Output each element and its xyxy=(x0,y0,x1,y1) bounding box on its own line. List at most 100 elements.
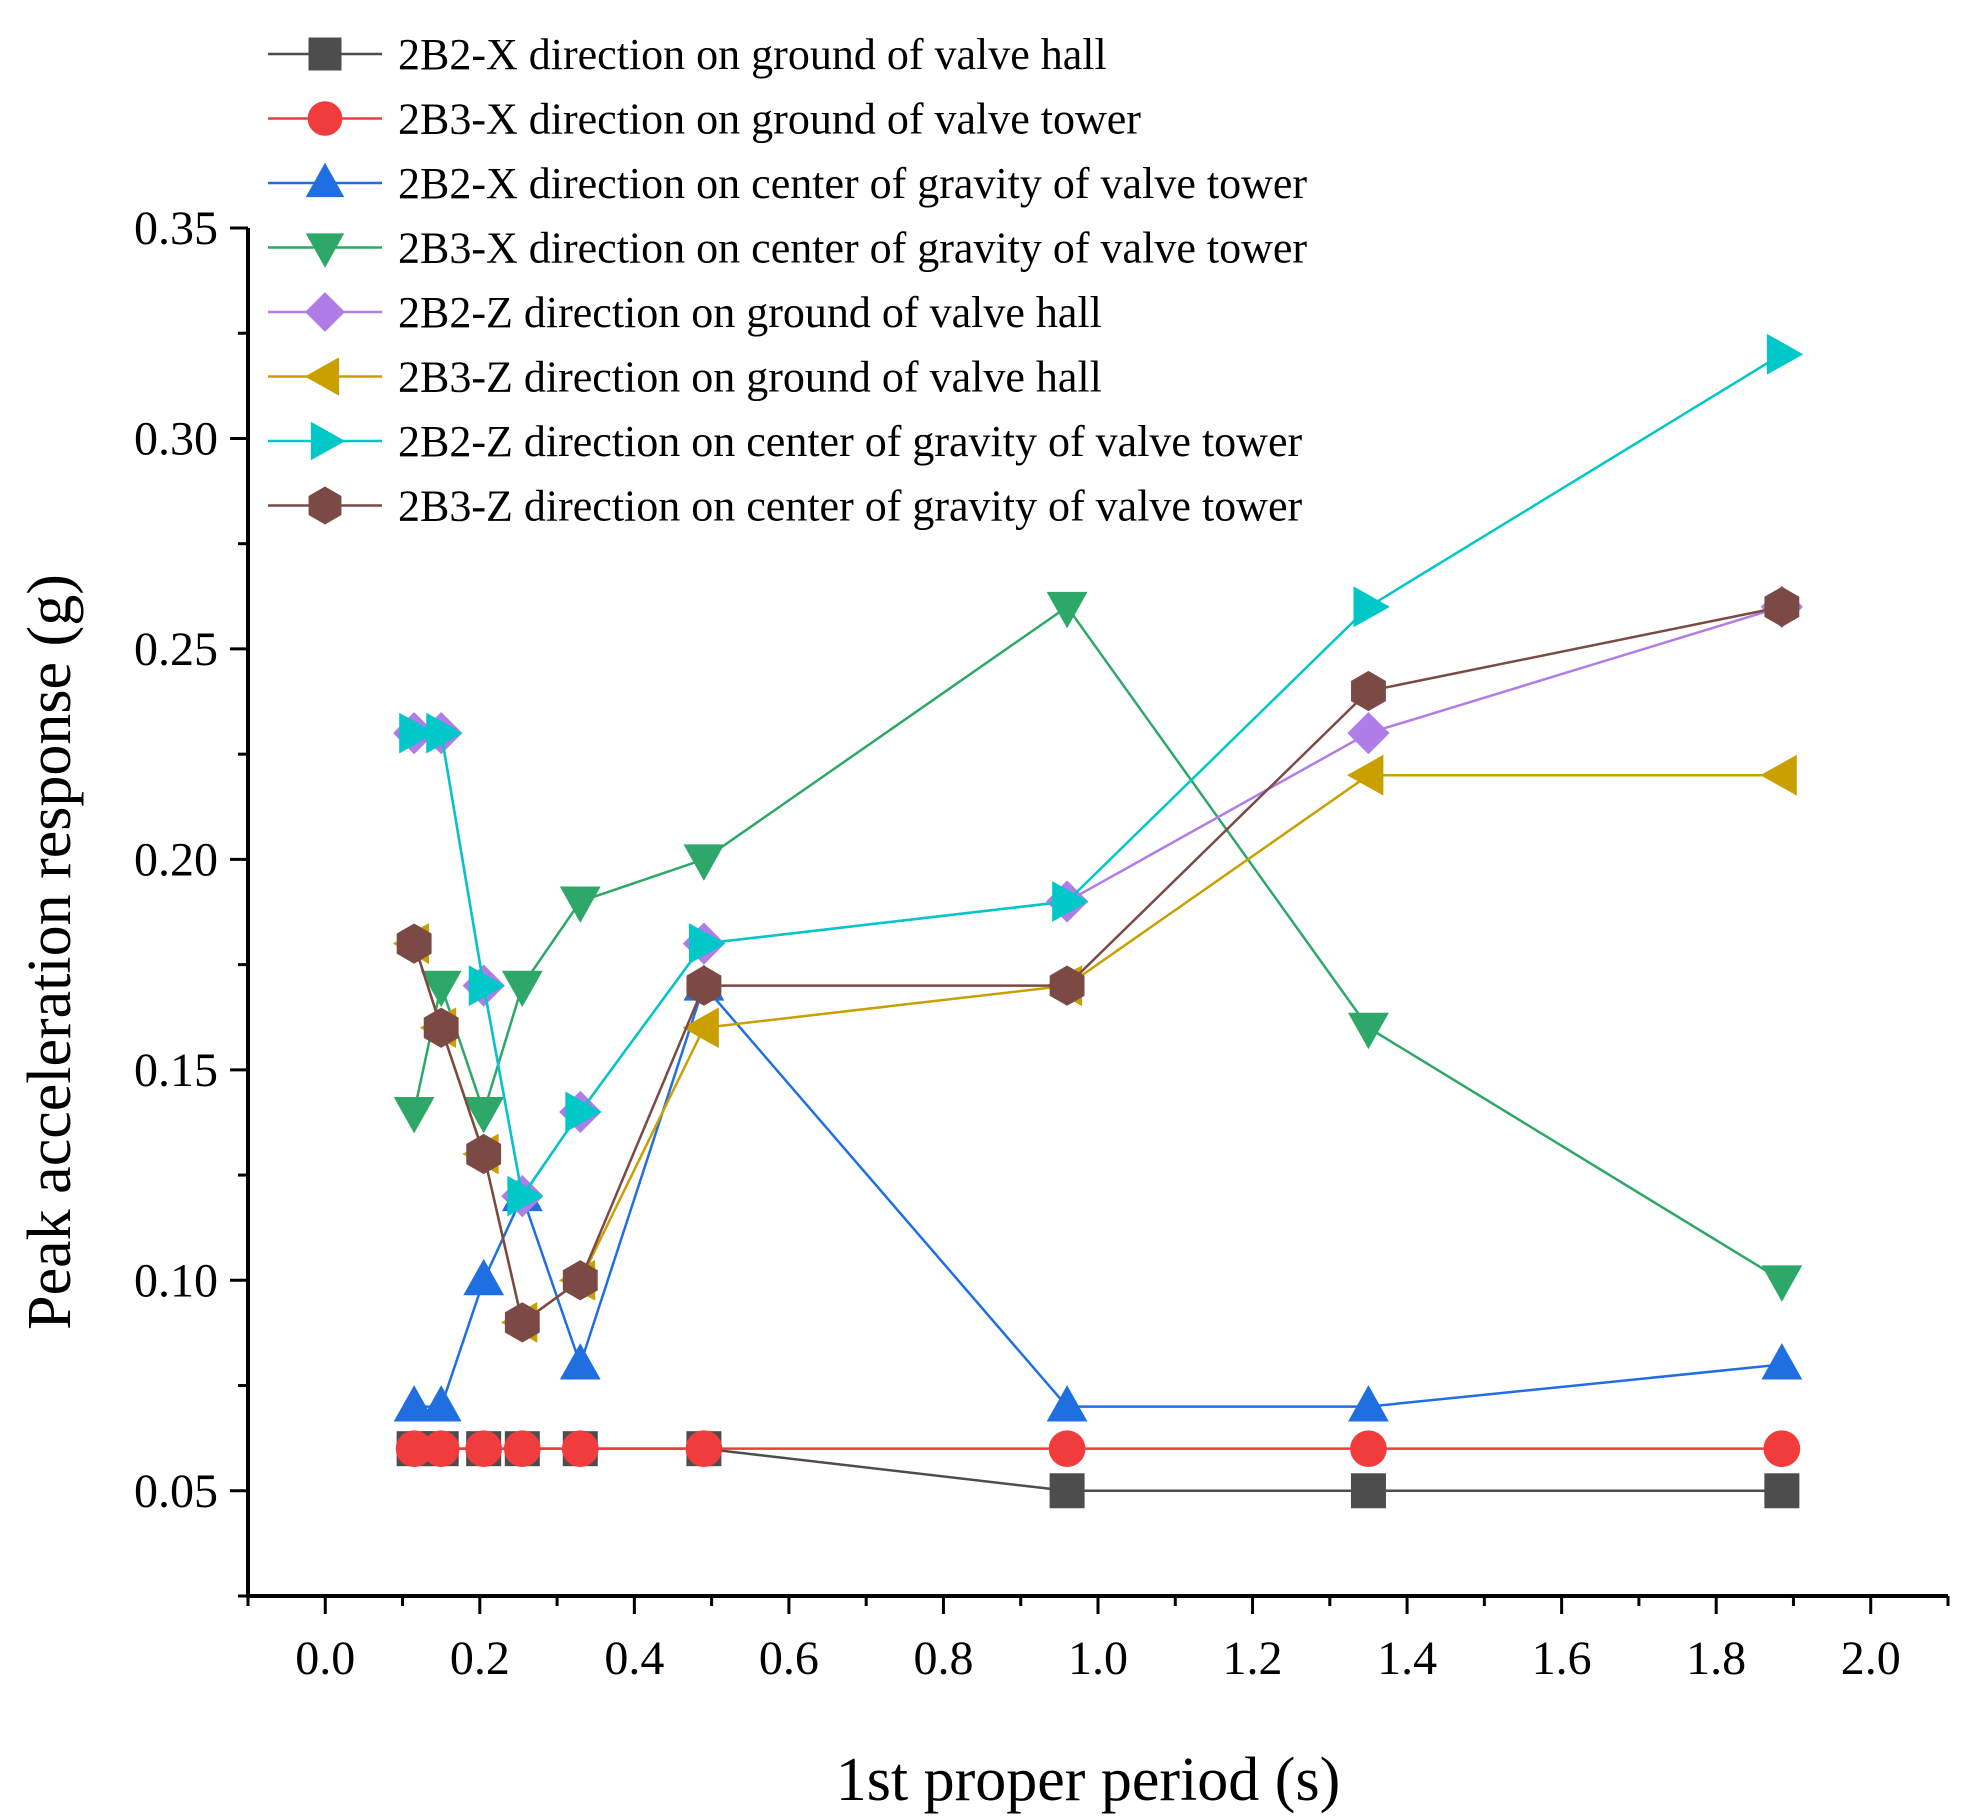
legend-marker xyxy=(307,101,343,136)
data-point xyxy=(561,1430,599,1468)
y-tick-label: 0.15 xyxy=(134,1044,218,1097)
legend-marker xyxy=(305,162,345,198)
data-point xyxy=(420,970,462,1008)
data-point xyxy=(1049,1473,1085,1509)
legend-label: 2B3-X direction on ground of valve tower xyxy=(398,95,1141,144)
x-tick-label: 1.0 xyxy=(1068,1632,1128,1685)
data-point xyxy=(393,1096,435,1134)
data-point xyxy=(1048,1430,1086,1468)
x-tick-label: 0.4 xyxy=(604,1632,664,1685)
data-point xyxy=(1766,333,1804,375)
data-point xyxy=(1763,1430,1801,1468)
x-tick-label: 0.0 xyxy=(295,1632,355,1685)
series-7 xyxy=(399,333,1804,1217)
data-point xyxy=(503,1430,541,1468)
legend-item: 2B2-Z direction on center of gravity of … xyxy=(268,417,1302,466)
legend-item: 2B2-Z direction on ground of valve hall xyxy=(268,288,1102,337)
data-point xyxy=(463,1096,505,1134)
y-tick-label: 0.30 xyxy=(134,412,218,465)
series-8 xyxy=(396,586,1800,1343)
data-point xyxy=(1348,1385,1389,1422)
series-line xyxy=(414,1447,1782,1493)
legend: 2B2-X direction on ground of valve hall 2… xyxy=(268,30,1307,531)
data-point xyxy=(685,1430,723,1468)
x-axis-ticks: 0.0 0.2 0.4 0.6 0.8 1.0 1.2 1.4 1.6 1.8 2.0 xyxy=(246,1596,1950,1685)
data-point xyxy=(1764,586,1800,627)
data-point xyxy=(1760,754,1797,796)
legend-item: 2B2-X direction on ground of valve hall xyxy=(268,30,1107,79)
data-point xyxy=(463,1258,505,1296)
x-tick-label: 2.0 xyxy=(1841,1632,1901,1685)
x-tick-label: 0.2 xyxy=(450,1632,510,1685)
data-point xyxy=(683,844,725,881)
series-line xyxy=(412,773,1782,1325)
data-point xyxy=(501,970,543,1008)
series-4 xyxy=(393,591,1803,1302)
data-point xyxy=(565,1091,602,1133)
x-tick-label: 0.6 xyxy=(759,1632,819,1685)
data-point xyxy=(465,1430,503,1468)
legend-label: 2B2-X direction on ground of valve hall xyxy=(398,30,1107,79)
legend-label: 2B2-Z direction on center of gravity of … xyxy=(398,417,1302,466)
series-line xyxy=(414,605,1783,1200)
legend-item: 2B3-X direction on ground of valve tower xyxy=(268,95,1141,144)
legend-item: 2B3-Z direction on center of gravity of … xyxy=(268,482,1302,531)
y-tick-label: 0.20 xyxy=(134,833,218,886)
data-point xyxy=(504,1302,540,1343)
series-line xyxy=(414,983,1782,1408)
legend-label: 2B2-X direction on center of gravity of … xyxy=(398,159,1307,208)
x-tick-label: 1.4 xyxy=(1377,1632,1437,1685)
legend-marker xyxy=(305,233,345,268)
legend-marker xyxy=(310,421,346,461)
y-tick-label: 0.35 xyxy=(134,202,218,255)
legend-label: 2B2-Z direction on ground of valve hall xyxy=(398,288,1102,337)
data-point xyxy=(686,965,722,1006)
data-point xyxy=(682,1007,719,1049)
y-tick-label: 0.25 xyxy=(134,623,218,676)
data-point xyxy=(426,712,463,754)
data-point xyxy=(399,712,436,754)
data-point xyxy=(559,886,601,923)
data-point xyxy=(1350,1473,1386,1509)
data-point xyxy=(1348,1012,1389,1050)
data-point xyxy=(422,1430,460,1468)
legend-label: 2B3-Z direction on ground of valve hall xyxy=(398,353,1102,402)
data-point xyxy=(1347,754,1384,796)
data-point xyxy=(393,1385,435,1422)
series-layer xyxy=(392,333,1804,1509)
data-point xyxy=(1052,881,1089,922)
data-point xyxy=(396,923,432,964)
series-1 xyxy=(396,1431,1800,1509)
x-tick-label: 1.2 xyxy=(1223,1632,1283,1685)
legend-marker xyxy=(308,37,342,71)
x-tick-label: 1.6 xyxy=(1532,1632,1592,1685)
data-point xyxy=(1764,1473,1800,1509)
series-line xyxy=(412,605,1783,1282)
data-point xyxy=(468,965,506,1007)
y-tick-label: 0.10 xyxy=(134,1254,218,1307)
legend-marker xyxy=(305,292,345,332)
series-5 xyxy=(393,585,1803,1218)
x-axis-title: 1st proper period (s) xyxy=(836,1746,1340,1814)
legend-label: 2B3-X direction on center of gravity of … xyxy=(398,224,1307,273)
data-point xyxy=(688,923,726,964)
data-point xyxy=(1761,1343,1803,1380)
legend-label: 2B3-Z direction on center of gravity of … xyxy=(398,482,1302,531)
x-tick-label: 1.8 xyxy=(1686,1632,1746,1685)
series-2 xyxy=(395,1430,1801,1468)
data-point xyxy=(562,1260,598,1301)
data-point xyxy=(1351,670,1386,712)
data-point xyxy=(507,1175,544,1217)
x-tick-label: 0.8 xyxy=(913,1632,973,1685)
legend-marker xyxy=(308,486,342,525)
legend-item: 2B3-X direction on center of gravity of … xyxy=(268,224,1307,273)
data-point xyxy=(1046,1385,1088,1422)
data-point xyxy=(1350,1430,1387,1468)
series-3 xyxy=(393,964,1803,1422)
data-point xyxy=(1347,712,1390,755)
data-point xyxy=(1353,586,1390,628)
data-point xyxy=(423,1007,459,1048)
data-point xyxy=(1046,591,1088,629)
series-6 xyxy=(392,754,1797,1343)
